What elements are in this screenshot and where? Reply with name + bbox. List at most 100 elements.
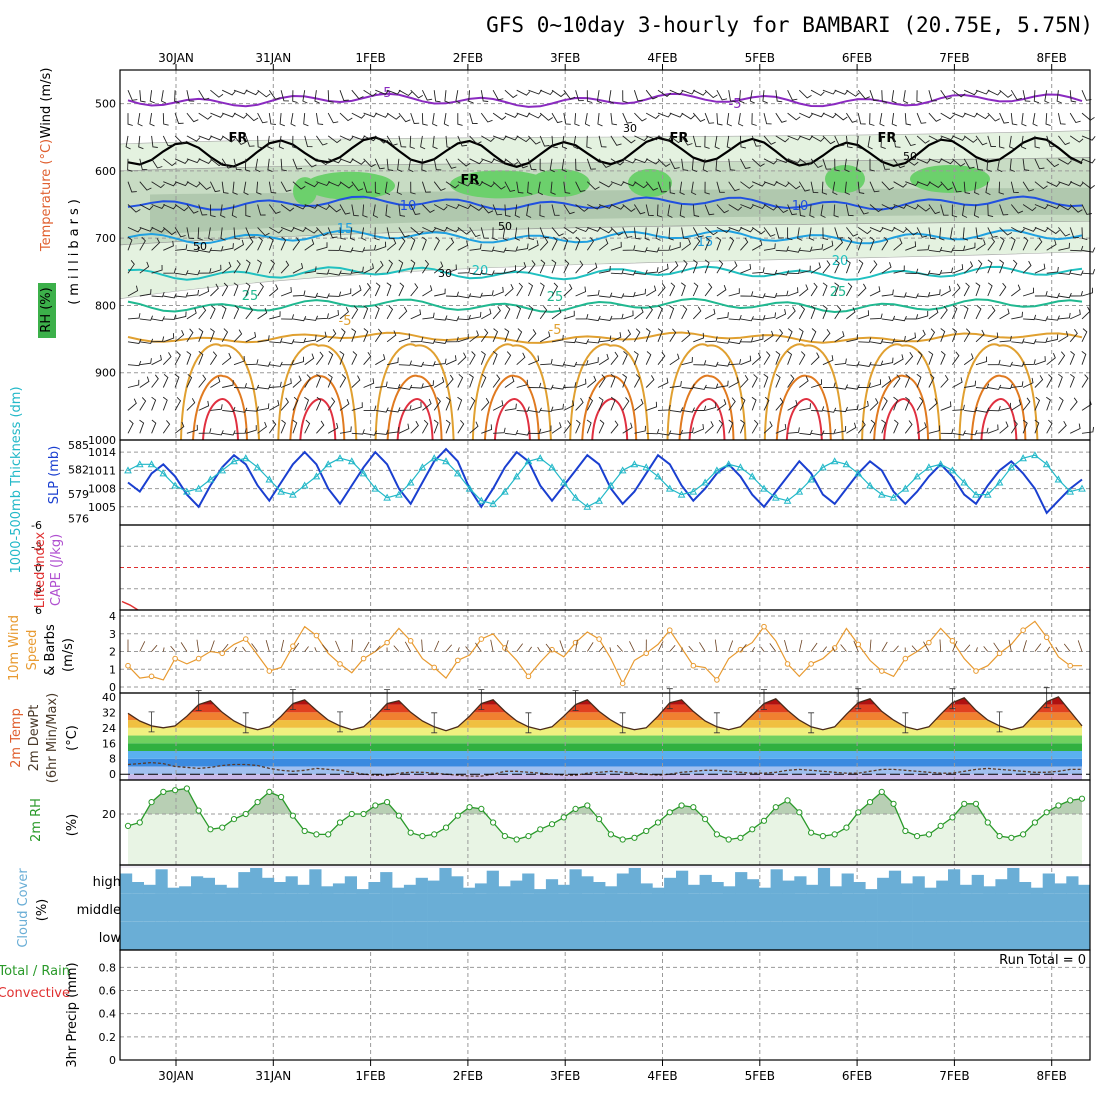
wind-barb [669, 112, 684, 118]
rh-point [878, 788, 885, 796]
wind-barb [751, 352, 762, 366]
wind-barb [987, 424, 999, 434]
thickness-point [972, 490, 980, 498]
wind-barb [127, 90, 138, 101]
rh-legend-swatch [38, 283, 56, 338]
wind-barb [304, 158, 317, 168]
wind-barb [952, 112, 967, 118]
wind-barb [951, 328, 957, 342]
wind-barb [280, 397, 289, 411]
wind-barb [455, 90, 461, 104]
wind-barb-10m [681, 647, 683, 652]
thickness-point [265, 475, 274, 483]
cloud-low-bar [463, 921, 476, 950]
wind-barb [480, 328, 489, 343]
rh-point [796, 809, 803, 816]
bottom-date-label: 8FEB [1037, 1069, 1067, 1083]
cloud-high-bar [1066, 876, 1079, 894]
wind-speed-point [973, 668, 979, 674]
thickness-point [406, 478, 415, 486]
wind-barb [681, 383, 695, 390]
cloud-high-bar [888, 870, 902, 894]
rh-point [725, 836, 732, 843]
wind-barb [622, 373, 628, 388]
minmax-errorbar [855, 688, 862, 710]
wind-barb [528, 240, 539, 251]
wind-barb [528, 89, 543, 95]
rh-point [395, 812, 402, 819]
precip-tick: 0.6 [99, 985, 117, 998]
wind-barb [351, 266, 364, 274]
top-date-label: 1FEB [355, 51, 385, 65]
wind-barb [916, 158, 931, 164]
wind-barb [149, 90, 155, 104]
wind-barb [198, 306, 207, 320]
wind-barb [893, 203, 908, 209]
wind-barb [809, 227, 815, 241]
rh-point [784, 797, 791, 804]
isotherm-35-loop [202, 398, 239, 441]
wind-barb [1011, 338, 1025, 344]
wind-barb [681, 158, 689, 171]
wind-barb [681, 89, 696, 95]
wind-barb [245, 204, 251, 218]
wind-barb [879, 113, 885, 127]
wind-barb [728, 261, 738, 274]
wind-barb [410, 227, 424, 235]
wind-barb [634, 158, 648, 164]
wind-barb [633, 227, 641, 240]
isotherm-30-loop [678, 374, 735, 441]
cloud-high-bar [238, 872, 251, 894]
rh-point [431, 831, 438, 838]
wind-barb [916, 227, 928, 238]
wind-barb [681, 259, 688, 274]
wind-barb [964, 242, 976, 251]
wind-barb [1034, 263, 1046, 274]
wind-barb [1022, 397, 1031, 411]
wind-barb [940, 285, 951, 297]
wind-barb [1057, 113, 1066, 125]
wind-barb [351, 351, 358, 365]
wind-barb [1070, 181, 1084, 187]
wind-barb [858, 382, 871, 388]
wind-speed-point [242, 636, 249, 642]
wind-barb [433, 261, 444, 274]
wind-barb [633, 351, 639, 365]
rh-point [1043, 809, 1050, 816]
cloud-low-bar [1019, 921, 1032, 950]
dewpoint-2m-line [127, 761, 1082, 777]
wind-barb [986, 158, 992, 172]
wind-barb [893, 419, 899, 434]
thickness-point [501, 487, 509, 495]
wind-barb [186, 112, 199, 123]
wind-barb [551, 89, 566, 98]
wind-barb [1081, 287, 1093, 297]
wind-barb [292, 356, 304, 366]
wind-barb [540, 384, 554, 390]
wind-barb-10m [475, 642, 482, 652]
wind-barb [316, 181, 331, 187]
cloud-low-bar [829, 921, 842, 950]
cloud-middle-bar [676, 893, 689, 922]
wind-barb [551, 334, 564, 343]
lifted-index-tick: 6 [35, 604, 42, 617]
wind-barb [421, 113, 428, 126]
wind-barb-10m [445, 644, 453, 652]
cloud-high-bar [900, 883, 913, 894]
cloud-low-bar [747, 921, 760, 950]
wind-barb [162, 135, 174, 147]
wind-barb [905, 268, 919, 274]
wind-barb [540, 89, 554, 96]
wind-barb [810, 181, 819, 194]
wind-barb [905, 332, 916, 343]
cloud-low-bar [557, 921, 570, 950]
wind-speed-point [878, 668, 885, 674]
cloud-low-bar [569, 921, 582, 950]
wind-barb [163, 333, 175, 343]
wind-barb [469, 292, 483, 298]
wind-barb [763, 373, 769, 388]
wind-barb [702, 158, 708, 173]
wind-barb [610, 158, 625, 166]
top-date-label: 31JAN [255, 51, 291, 65]
